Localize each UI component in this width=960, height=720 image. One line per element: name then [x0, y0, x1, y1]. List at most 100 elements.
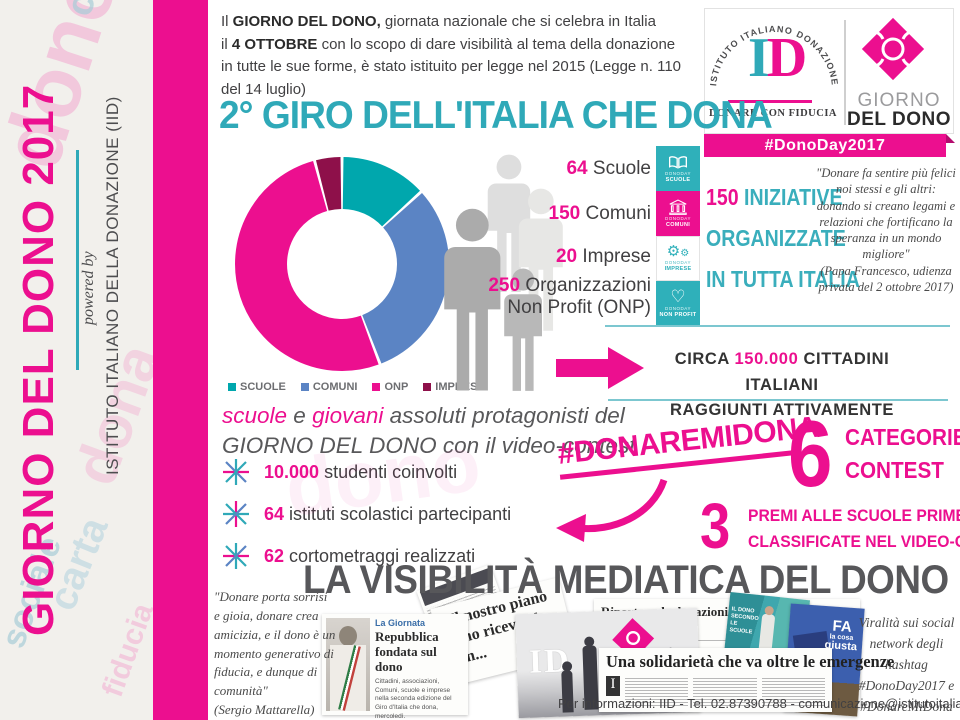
stat-number: 20 [555, 246, 578, 267]
clipping-headline: Repubblica fondata sul dono [375, 629, 439, 674]
reach-line2: RAGGIUNTI ATTIVAMENTE [669, 401, 895, 420]
donut-segment-imprese [315, 157, 342, 211]
protag-text: e [287, 403, 313, 428]
section-title: 2° GIRO DELL'ITALIA CHE DONA [219, 94, 773, 137]
legend-label: ONP [384, 381, 409, 393]
watermark-word: fiducia [96, 599, 153, 702]
bullet-istituti: 64 istituti scolastici partecipanti [222, 500, 511, 528]
legend-item: SCUOLE [228, 381, 286, 393]
organization-name-vertical: ISTITUTO ITALIANO DELLA DONAZIONE (IID) [103, 96, 122, 475]
reach-number: 150.000 [734, 350, 799, 368]
powered-by-label: powered by [80, 251, 97, 325]
press-clipping-giornata: La Giornata Repubblica fondata sul dono … [322, 614, 468, 720]
divider-line [608, 399, 948, 401]
chart-legend: SCUOLE COMUNI ONP IMPRESE [228, 381, 485, 393]
stat-imprese: 20 Imprese [455, 246, 651, 268]
protag-highlight: giovani [312, 403, 384, 428]
quote-attribution: (Papa Francesco, udienza privata del 2 o… [818, 263, 954, 294]
premi-line2: CLASSIFICATE NEL VIDEO-CONTEST [748, 533, 960, 551]
bullet-studenti: 10.000 studenti coinvolti [222, 458, 457, 486]
clipping-column [693, 676, 757, 706]
badge-caption: IMPRESE [664, 265, 692, 272]
quote-text: "Donare fa sentire più felici noi stessi… [816, 166, 956, 262]
protag-text: assoluti protagonisti del [383, 403, 625, 428]
protagonists-text: scuole e giovani assoluti protagonisti d… [222, 401, 635, 460]
badge-caption: NON PROFIT [659, 311, 697, 318]
social-virality-note: Viralità sui social network degli hashta… [858, 615, 955, 714]
drop-cap: I [606, 676, 620, 696]
stat-label: Scuole [587, 158, 651, 179]
iid-logo-letters: ID [748, 30, 807, 86]
stat-number: 250 [488, 275, 521, 296]
legend-swatch [228, 383, 236, 391]
mattarella-photo [326, 618, 370, 711]
clipping-columns: I [606, 676, 825, 706]
stat-label: Imprese [577, 246, 651, 267]
stat-label: Organizzazioni Non Profit (ONP) [507, 275, 651, 318]
iid-tagline: DONARE CON FIDUCIA [708, 108, 837, 119]
stat-label: Comuni [580, 203, 651, 224]
badge-nonprofit: ♡ DONODAY NON PROFIT [656, 281, 700, 326]
curved-arrow-icon [556, 478, 668, 542]
asterisk-star-icon [223, 543, 249, 569]
protag-text: GIORNO DEL DONO [222, 432, 437, 458]
intro-text: il [221, 35, 232, 53]
legend-item: ONP [372, 381, 408, 393]
contest-contest-label: CONTEST [845, 457, 944, 483]
bullet-text: 64 istituti scolastici partecipanti [264, 504, 511, 525]
logo-box [704, 8, 954, 134]
magenta-accent-bar [153, 0, 208, 720]
badge-caption-top: DONODAY [665, 259, 691, 265]
badge-caption: SCUOLE [665, 176, 691, 183]
divider-line [605, 325, 950, 327]
iid-letter-i: I [748, 27, 770, 89]
stat-number: 150 [548, 203, 581, 224]
intro-text: giornata nazionale che si celebra in Ita… [380, 13, 656, 30]
giorno-del-dono-diamond-icon [861, 17, 925, 81]
bullet-text: 10.000 studenti coinvolti [264, 462, 457, 483]
bullet-label: studenti coinvolti [319, 461, 458, 482]
stat-comuni: 150 Comuni [455, 203, 651, 225]
footer-contact: Per informazioni: IID - Tel. 02.87390788… [558, 696, 960, 711]
ribbon-fold [946, 134, 955, 143]
quote-papa-francesco: "Donare fa sentire più felici noi stessi… [814, 165, 958, 295]
gdd-logo-line1: GIORNO [857, 90, 941, 111]
gears-icon: ⚙⚙ [666, 243, 690, 261]
stat-onp: 250 Organizzazioni Non Profit (ONP) [455, 275, 651, 319]
sidebar: dono civile sociale carta dona fiducia G… [0, 0, 153, 720]
iid-underline [728, 100, 812, 103]
donut-segment-scuole [341, 157, 420, 228]
photo-figure-head [339, 626, 357, 646]
book-icon [669, 155, 687, 169]
initiatives-line1: INIZIATIVE [738, 184, 843, 210]
initiatives-callout: 150 INIZIATIVE ORGANIZZATE IN TUTTA ITAL… [706, 177, 860, 300]
category-badges: DONODAY SCUOLE DONODAY COMUNI ⚙⚙ DONODAY… [656, 146, 700, 326]
badge-scuole: DONODAY SCUOLE [656, 146, 700, 191]
protag-highlight: scuole [222, 403, 288, 428]
bullet-cortometraggi: 62 cortometraggi realizzati [222, 542, 475, 570]
reach-text: CIRCA [674, 350, 735, 368]
gdd-logo-line2: DEL DONO [847, 109, 951, 130]
bullet-number: 64 [264, 503, 285, 524]
intro-bold: GIORNO DEL DONO, [232, 13, 381, 30]
legend-swatch [423, 383, 432, 391]
clipping-body: Cittadini, associazioni, Comuni, scuole … [375, 677, 452, 720]
bullet-label: cortometraggi realizzati [284, 545, 476, 566]
donut-chart [235, 157, 449, 371]
contest-categorie-label: CATEGORIE [845, 424, 960, 450]
initiatives-line3: IN TUTTA ITALIA [706, 265, 860, 292]
stat-scuole: 64 Scuole [455, 158, 651, 180]
press-clipping-solidarieta: Una solidarietà che va oltre le emergenz… [599, 648, 894, 712]
legend-label: COMUNI [312, 381, 358, 393]
bullet-label: istituti scolastici partecipanti [284, 503, 512, 524]
intro-text: Il [221, 13, 233, 30]
event-title-vertical: GIORNO DEL DONO 2017 [14, 83, 63, 637]
intro-text: in tutte le sue forme, è stato istituito… [221, 58, 682, 75]
badge-caption-top: DONODAY [665, 170, 691, 176]
bank-icon [669, 199, 687, 215]
legend-item: COMUNI [300, 381, 358, 393]
reach-text: CITTADINI ITALIANI [745, 350, 890, 394]
badge-imprese: ⚙⚙ DONODAY IMPRESE [656, 236, 700, 281]
initiatives-line2: ORGANIZZATE [706, 224, 846, 251]
